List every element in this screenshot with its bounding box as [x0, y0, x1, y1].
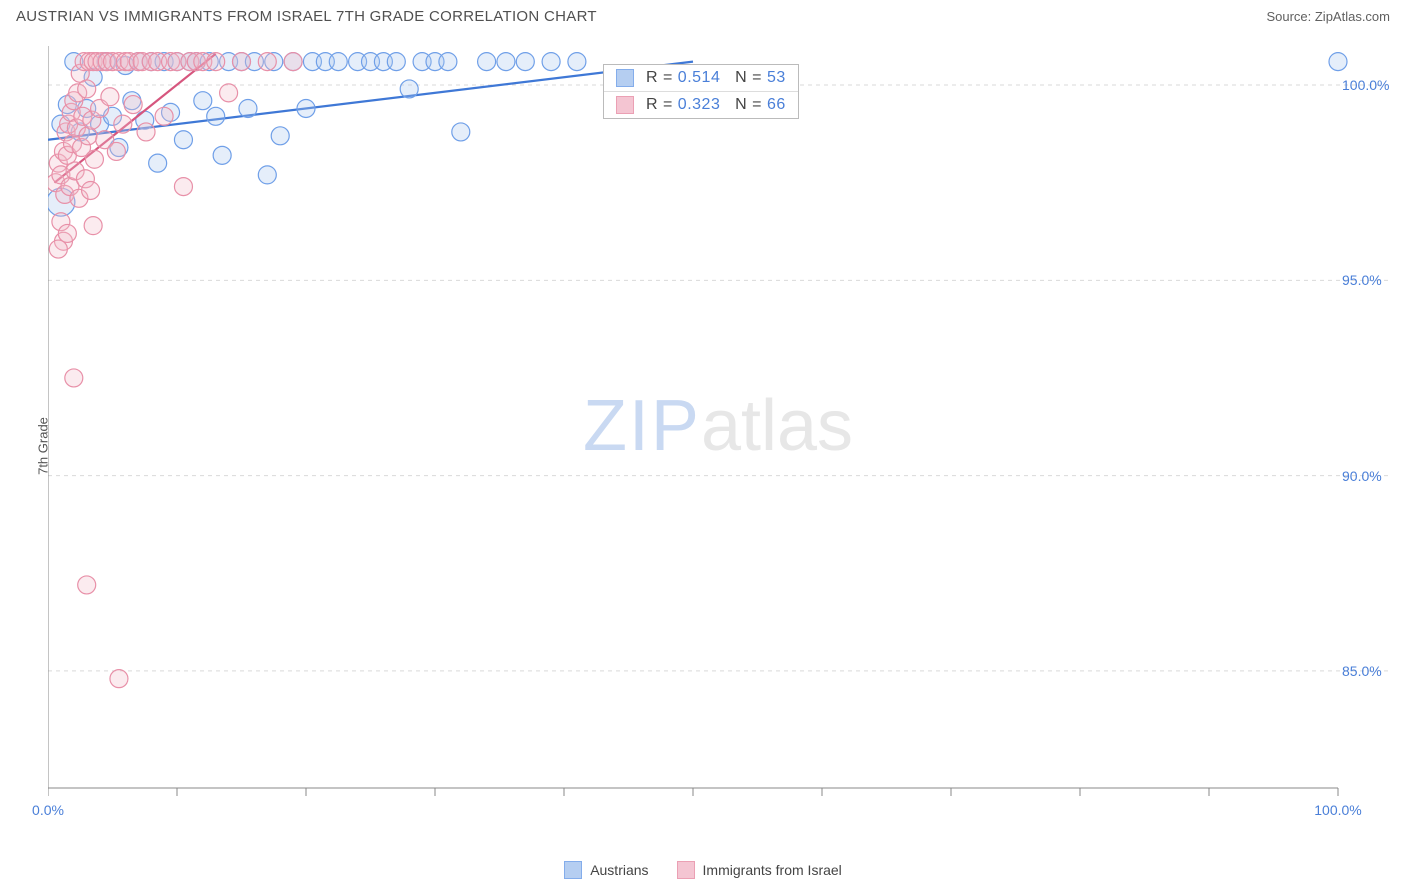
legend-swatch: [564, 861, 582, 879]
source-prefix: Source:: [1266, 9, 1314, 24]
scatter-chart-svg: [48, 46, 1388, 806]
bottom-legend-item: Austrians: [564, 861, 648, 879]
y-tick-label: 85.0%: [1342, 663, 1382, 679]
legend-label: Immigrants from Israel: [703, 862, 842, 878]
y-tick-label: 90.0%: [1342, 468, 1382, 484]
correlation-legend: R = 0.514 N = 53 R = 0.323 N = 66: [603, 64, 799, 119]
y-tick-label: 100.0%: [1342, 77, 1389, 93]
legend-row: R = 0.514 N = 53: [604, 65, 798, 91]
legend-swatch: [677, 861, 695, 879]
legend-label: Austrians: [590, 862, 648, 878]
legend-swatch: [616, 96, 634, 114]
legend-swatch: [616, 69, 634, 87]
bottom-legend-item: Immigrants from Israel: [677, 861, 842, 879]
chart-header: AUSTRIAN VS IMMIGRANTS FROM ISRAEL 7TH G…: [0, 0, 1406, 29]
y-tick-label: 95.0%: [1342, 272, 1382, 288]
legend-stats-text: R = 0.323 N = 66: [646, 96, 786, 114]
legend-stats-text: R = 0.514 N = 53: [646, 69, 786, 87]
chart-source: Source: ZipAtlas.com: [1266, 9, 1390, 24]
source-link[interactable]: ZipAtlas.com: [1315, 9, 1390, 24]
chart-area: ZIPatlas R = 0.514 N = 53R = 0.323 N = 6…: [48, 46, 1388, 806]
legend-row: R = 0.323 N = 66: [604, 91, 798, 118]
chart-title: AUSTRIAN VS IMMIGRANTS FROM ISRAEL 7TH G…: [16, 8, 597, 25]
series-legend: Austrians Immigrants from Israel: [0, 861, 1406, 882]
x-tick-label: 100.0%: [1314, 802, 1361, 836]
x-tick-label: 0.0%: [32, 802, 64, 836]
